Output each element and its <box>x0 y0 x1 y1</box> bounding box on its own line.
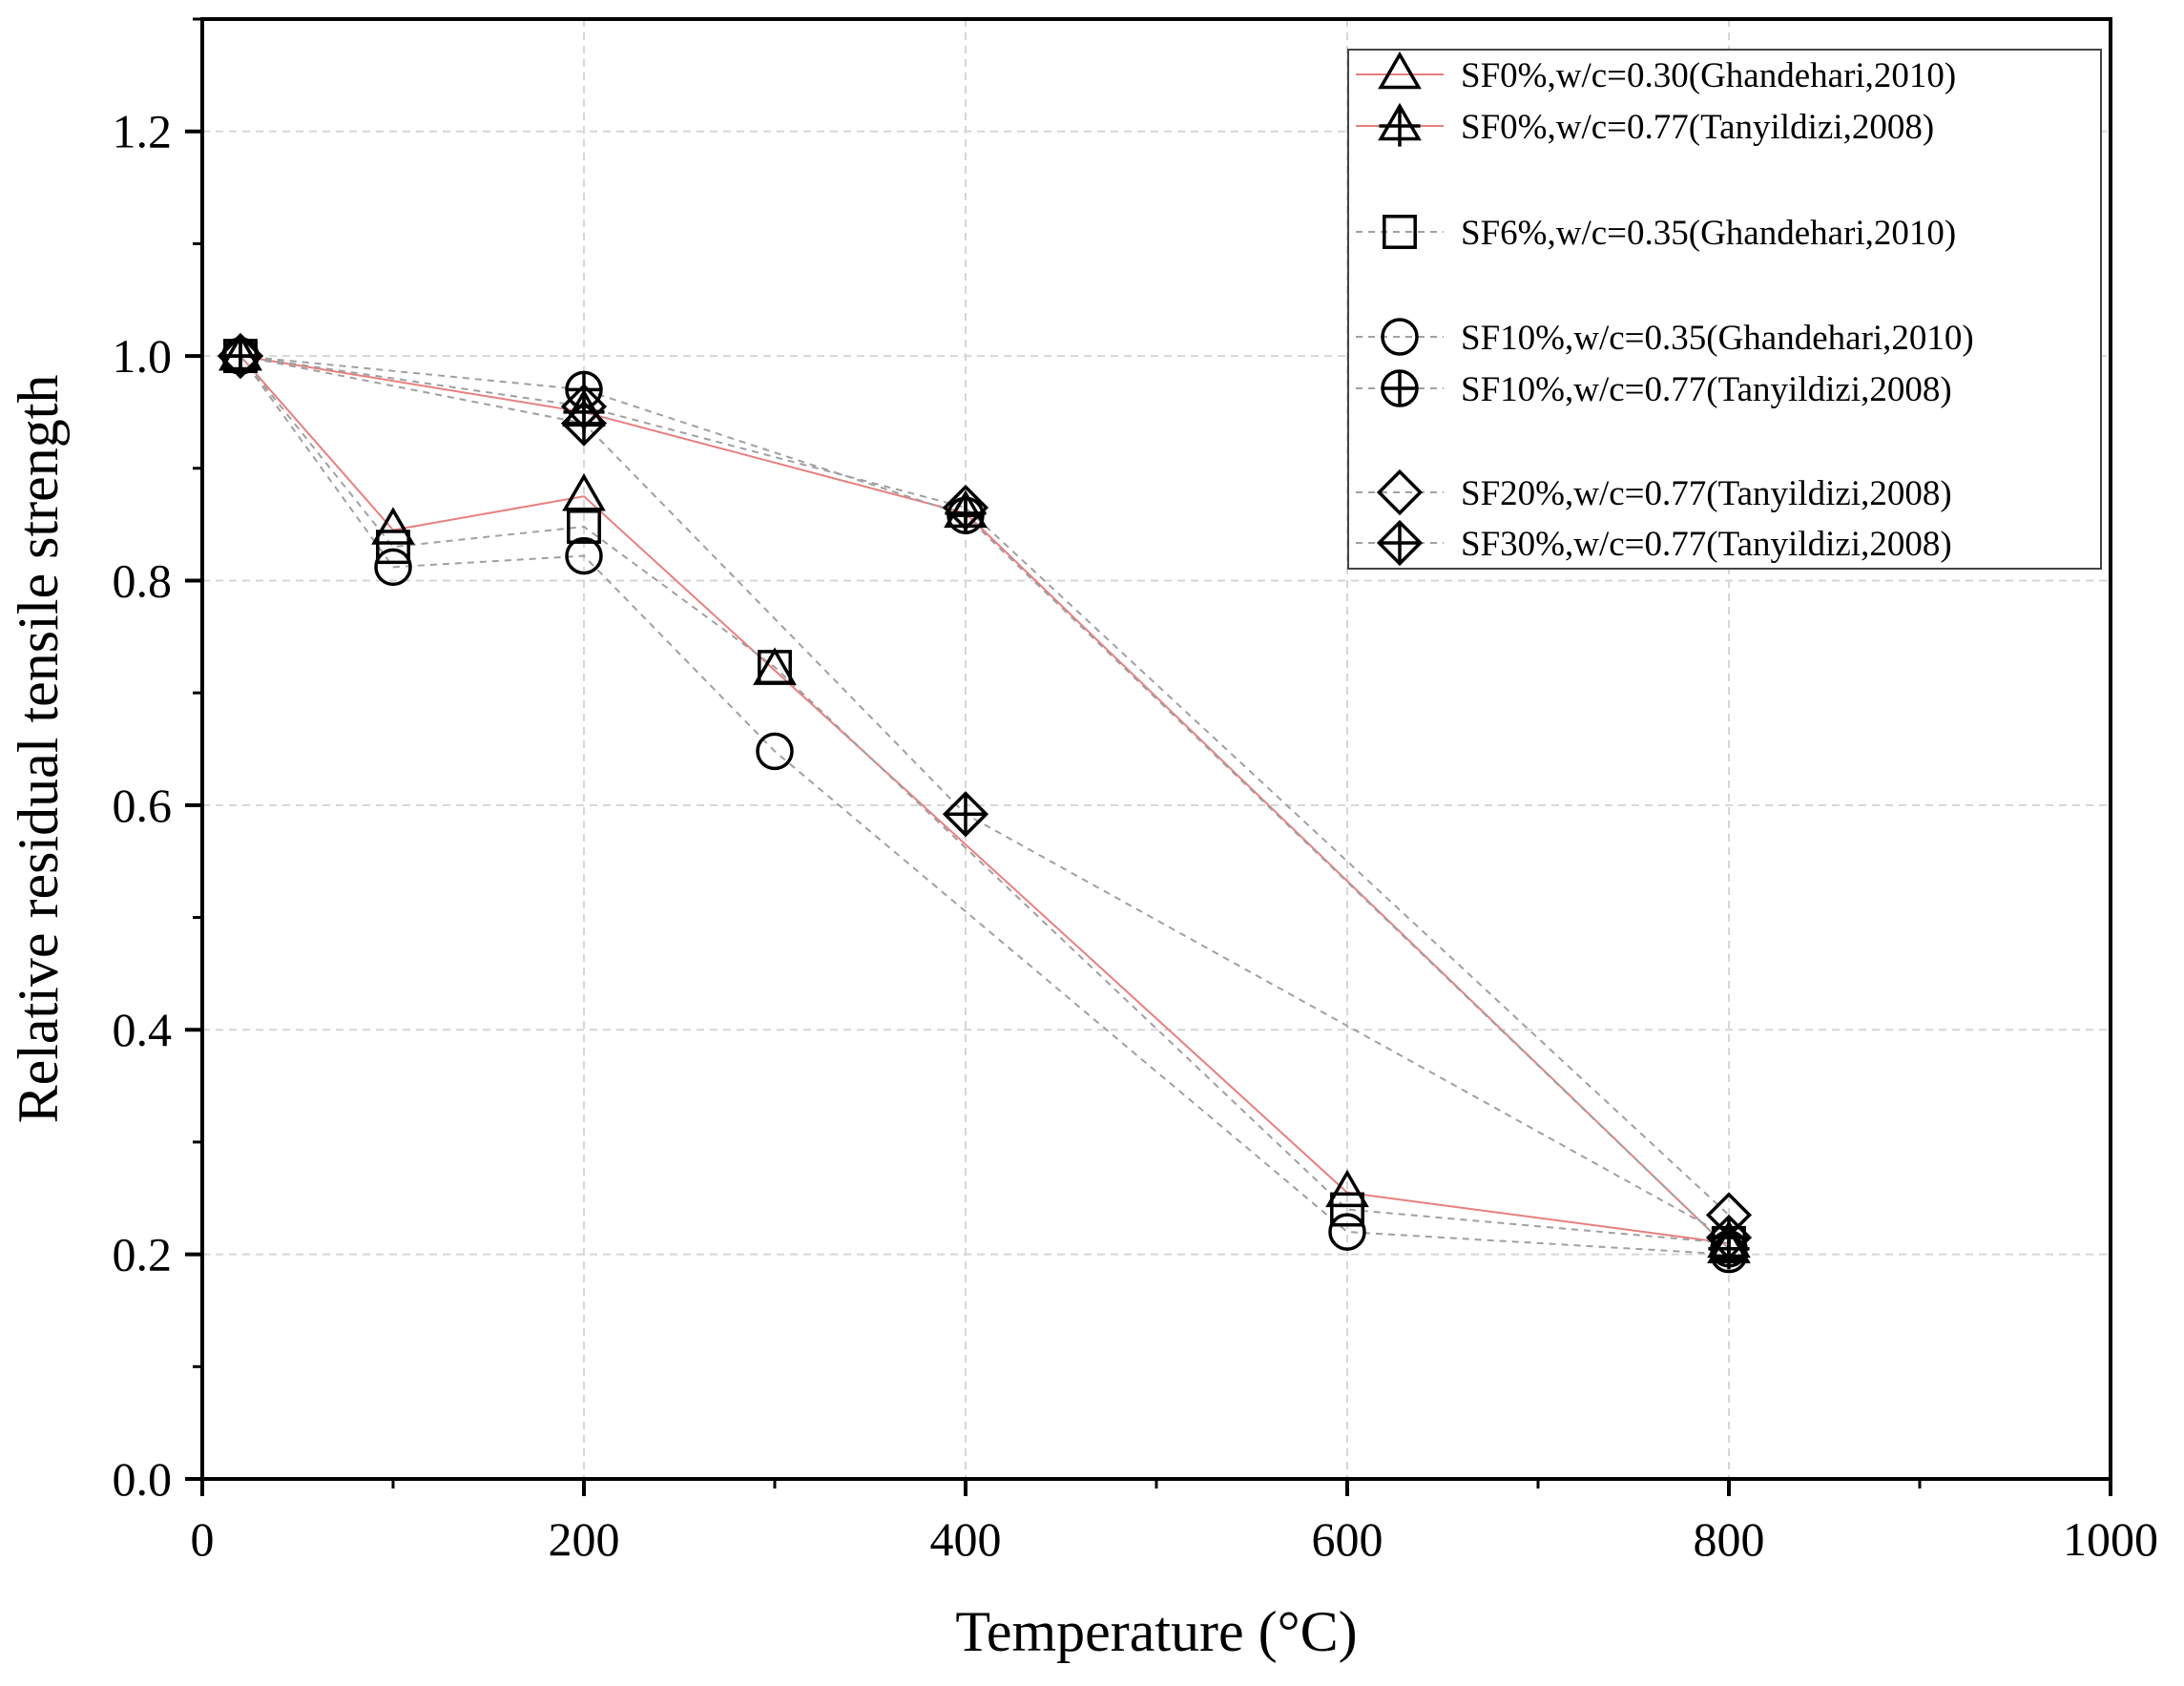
data-point <box>1330 1192 1364 1227</box>
legend-label: SF10%,w/c=0.77(Tanyildizi,2008) <box>1461 370 1952 409</box>
data-point <box>217 333 264 380</box>
legend-box <box>1347 49 2102 570</box>
y-axis-tick-labels: 0.0 0.2 0.4 0.6 0.8 1.0 1.2 <box>113 105 173 1506</box>
series-markers <box>217 332 1753 1274</box>
legend-label: SF20%,w/c=0.77(Tanyildizi,2008) <box>1461 474 1952 513</box>
series-line <box>239 355 1730 1244</box>
x-tick-label: 800 <box>1694 1512 1765 1566</box>
legend-entry: SF0%,w/c=0.77(Tanyildizi,2008) <box>1356 102 1934 147</box>
series-line <box>239 355 1730 1250</box>
legend-marker <box>1381 318 1419 356</box>
data-point <box>756 732 794 771</box>
legend: SF0%,w/c=0.30(Ghandehari,2010) SF0%,w/c=0… <box>1347 49 2102 570</box>
legend-marker <box>1378 102 1422 147</box>
legend-entry: SF30%,w/c=0.77(Tanyildizi,2008) <box>1356 519 1952 567</box>
legend-entry: SF0%,w/c=0.30(Ghandehari,2010) <box>1356 51 1956 95</box>
y-tick-label: 1.2 <box>113 105 173 158</box>
data-point <box>567 510 601 544</box>
legend-label: SF10%,w/c=0.35(Ghandehari,2010) <box>1461 319 1974 358</box>
legend-label: SF0%,w/c=0.77(Tanyildizi,2008) <box>1461 108 1934 147</box>
data-point <box>371 507 415 545</box>
legend-entry: SF20%,w/c=0.77(Tanyildizi,2008) <box>1356 468 1952 516</box>
data-point <box>565 536 603 575</box>
legend-marker <box>1383 215 1417 249</box>
data-point <box>1325 1169 1369 1208</box>
series-line <box>239 355 1730 1238</box>
x-tick-label: 600 <box>1312 1512 1383 1566</box>
series-line <box>239 355 1730 1244</box>
x-tick-label: 400 <box>930 1512 1002 1566</box>
data-point <box>374 548 412 587</box>
data-point <box>1328 1213 1366 1251</box>
data-point <box>942 791 989 838</box>
axis-ticks <box>185 17 2112 1496</box>
legend-marker <box>1376 519 1424 567</box>
series-line <box>239 355 1730 1250</box>
series-line <box>239 355 1730 1256</box>
legend-entry: SF10%,w/c=0.77(Tanyildizi,2008) <box>1356 369 1952 409</box>
y-tick-label: 0.6 <box>113 779 173 832</box>
data-point <box>562 472 606 511</box>
legend-marker <box>1378 51 1422 90</box>
y-axis-title: Relative residual tensile strength <box>7 375 70 1124</box>
legend-entry: SF6%,w/c=0.35(Ghandehari,2010) <box>1356 214 1956 253</box>
data-point <box>1705 1214 1753 1261</box>
x-axis-tick-labels: 0 200 400 600 800 1000 <box>191 1512 2159 1566</box>
x-tick-label: 0 <box>191 1512 215 1566</box>
legend-label: SF6%,w/c=0.35(Ghandehari,2010) <box>1461 214 1956 253</box>
data-point <box>560 400 608 447</box>
legend-marker <box>1376 468 1424 516</box>
x-tick-label: 1000 <box>2063 1512 2158 1566</box>
data-point <box>942 484 989 531</box>
legend-marker <box>1381 369 1419 407</box>
y-tick-label: 0.8 <box>113 553 173 607</box>
x-axis-title: Temperature (°C) <box>955 1600 1357 1663</box>
y-tick-label: 1.0 <box>113 329 173 383</box>
data-point <box>376 530 410 565</box>
y-tick-label: 0.2 <box>113 1228 173 1281</box>
series-lines <box>239 355 1730 1256</box>
y-tick-label: 0.0 <box>113 1452 173 1506</box>
x-tick-label: 200 <box>549 1512 620 1566</box>
y-tick-label: 0.4 <box>113 1003 173 1056</box>
legend-label: SF0%,w/c=0.30(Ghandehari,2010) <box>1461 56 1956 95</box>
data-point <box>758 650 792 685</box>
legend-entry: SF10%,w/c=0.35(Ghandehari,2010) <box>1356 318 1974 358</box>
legend-label: SF30%,w/c=0.77(Tanyildizi,2008) <box>1461 525 1952 564</box>
